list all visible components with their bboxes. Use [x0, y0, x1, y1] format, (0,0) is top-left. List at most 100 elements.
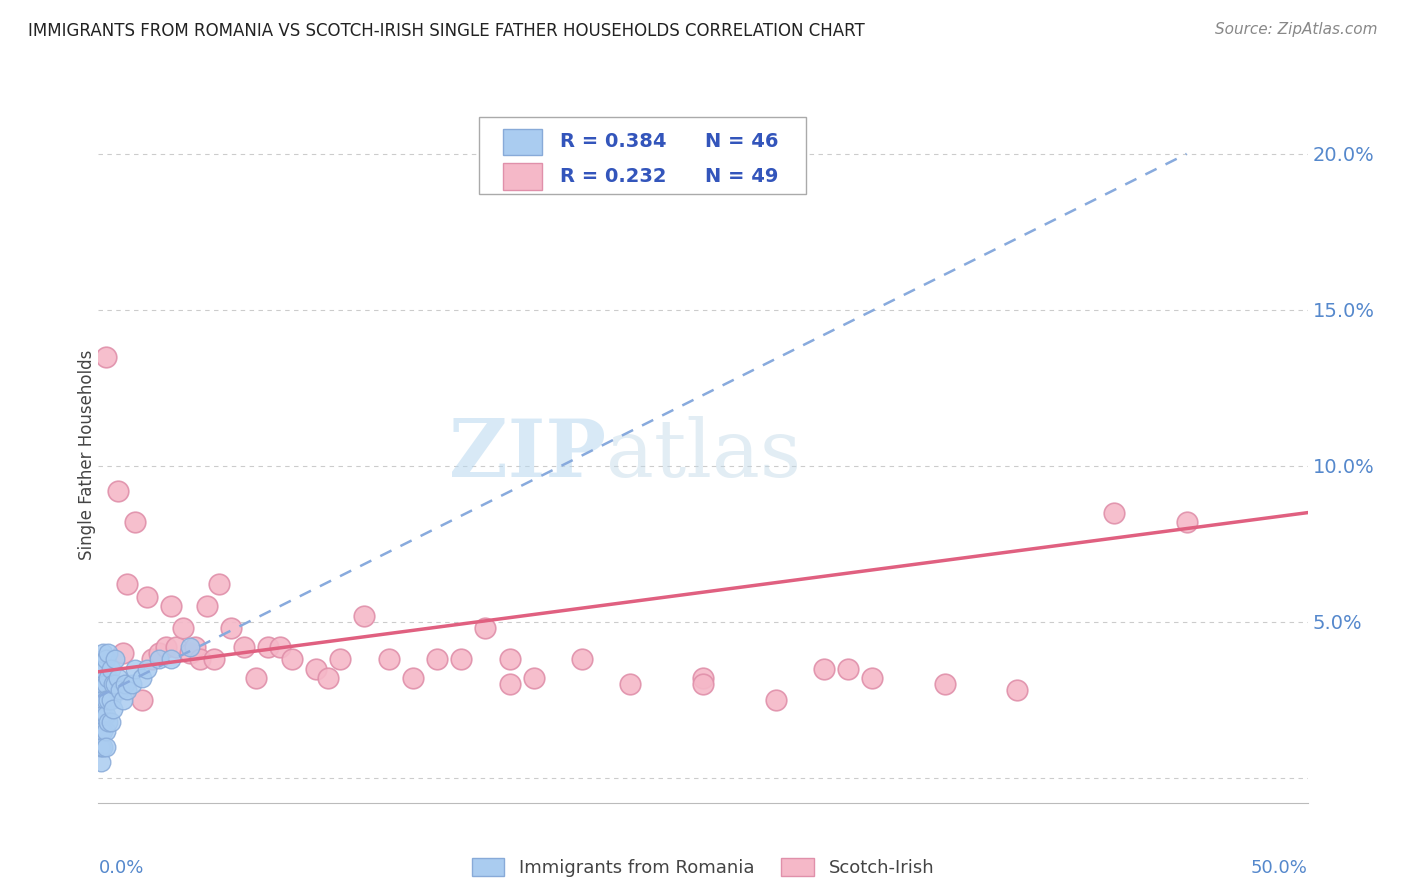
Point	[281, 652, 304, 666]
Point	[221, 621, 243, 635]
Point	[160, 599, 183, 614]
Point	[245, 671, 267, 685]
Point	[135, 662, 157, 676]
Point	[353, 608, 375, 623]
Point	[692, 677, 714, 691]
Point	[179, 640, 201, 654]
FancyBboxPatch shape	[503, 163, 543, 190]
Point	[107, 483, 129, 498]
Point	[450, 652, 472, 666]
Point	[117, 577, 139, 591]
Point	[90, 677, 112, 691]
Point	[117, 683, 139, 698]
Point	[305, 662, 328, 676]
Point	[155, 640, 177, 654]
Point	[571, 652, 593, 666]
Point	[114, 677, 136, 691]
Point	[1102, 506, 1125, 520]
Point	[135, 590, 157, 604]
Point	[837, 662, 859, 676]
Point	[90, 756, 112, 770]
Point	[329, 652, 352, 666]
Point	[148, 646, 170, 660]
Point	[94, 677, 117, 691]
Point	[97, 693, 120, 707]
Point	[184, 640, 207, 654]
Point	[90, 724, 112, 739]
Point	[179, 646, 201, 660]
Point	[692, 671, 714, 685]
Point	[474, 621, 496, 635]
Point	[160, 652, 183, 666]
Point	[108, 683, 131, 698]
Point	[131, 693, 153, 707]
Point	[619, 677, 641, 691]
Y-axis label: Single Father Households: Single Father Households	[79, 350, 96, 560]
Point	[104, 677, 127, 691]
Point	[148, 652, 170, 666]
Point	[523, 671, 546, 685]
Text: ZIP: ZIP	[450, 416, 606, 494]
Text: Source: ZipAtlas.com: Source: ZipAtlas.com	[1215, 22, 1378, 37]
Point	[934, 677, 956, 691]
Point	[90, 739, 112, 754]
Point	[104, 652, 127, 666]
Point	[256, 640, 278, 654]
Point	[124, 515, 146, 529]
Point	[111, 693, 134, 707]
Legend: Immigrants from Romania, Scotch-Irish: Immigrants from Romania, Scotch-Irish	[465, 850, 941, 884]
Point	[91, 677, 114, 691]
Point	[131, 671, 153, 685]
Point	[208, 577, 231, 591]
Point	[498, 677, 520, 691]
Point	[91, 693, 114, 707]
Point	[91, 708, 114, 723]
Point	[94, 724, 117, 739]
Point	[100, 693, 122, 707]
Text: IMMIGRANTS FROM ROMANIA VS SCOTCH-IRISH SINGLE FATHER HOUSEHOLDS CORRELATION CHA: IMMIGRANTS FROM ROMANIA VS SCOTCH-IRISH …	[28, 22, 865, 40]
Point	[121, 677, 143, 691]
Point	[204, 652, 226, 666]
Point	[91, 724, 114, 739]
Point	[94, 693, 117, 707]
FancyBboxPatch shape	[479, 118, 806, 194]
Point	[813, 662, 835, 676]
Point	[91, 708, 114, 723]
Point	[765, 693, 787, 707]
Point	[107, 671, 129, 685]
Point	[860, 671, 883, 685]
Text: N = 49: N = 49	[706, 167, 779, 186]
Point	[316, 671, 339, 685]
Point	[232, 640, 254, 654]
Point	[1007, 683, 1029, 698]
Point	[91, 662, 114, 676]
Point	[141, 652, 163, 666]
Point	[94, 739, 117, 754]
Point	[101, 677, 124, 691]
Text: R = 0.232: R = 0.232	[561, 167, 666, 186]
Point	[124, 662, 146, 676]
Point	[111, 646, 134, 660]
Text: R = 0.384: R = 0.384	[561, 132, 666, 152]
Point	[195, 599, 218, 614]
Point	[101, 702, 124, 716]
Point	[269, 640, 291, 654]
Point	[100, 662, 122, 676]
Point	[90, 708, 112, 723]
FancyBboxPatch shape	[503, 128, 543, 155]
Point	[172, 621, 194, 635]
Point	[97, 671, 120, 685]
Point	[1175, 515, 1198, 529]
Point	[94, 652, 117, 666]
Point	[89, 739, 111, 754]
Text: N = 46: N = 46	[706, 132, 779, 152]
Text: atlas: atlas	[606, 416, 801, 494]
Point	[97, 714, 120, 729]
Point	[402, 671, 425, 685]
Point	[91, 662, 114, 676]
Point	[97, 646, 120, 660]
Point	[100, 714, 122, 729]
Point	[377, 652, 399, 666]
Text: 0.0%: 0.0%	[98, 859, 143, 877]
Point	[498, 652, 520, 666]
